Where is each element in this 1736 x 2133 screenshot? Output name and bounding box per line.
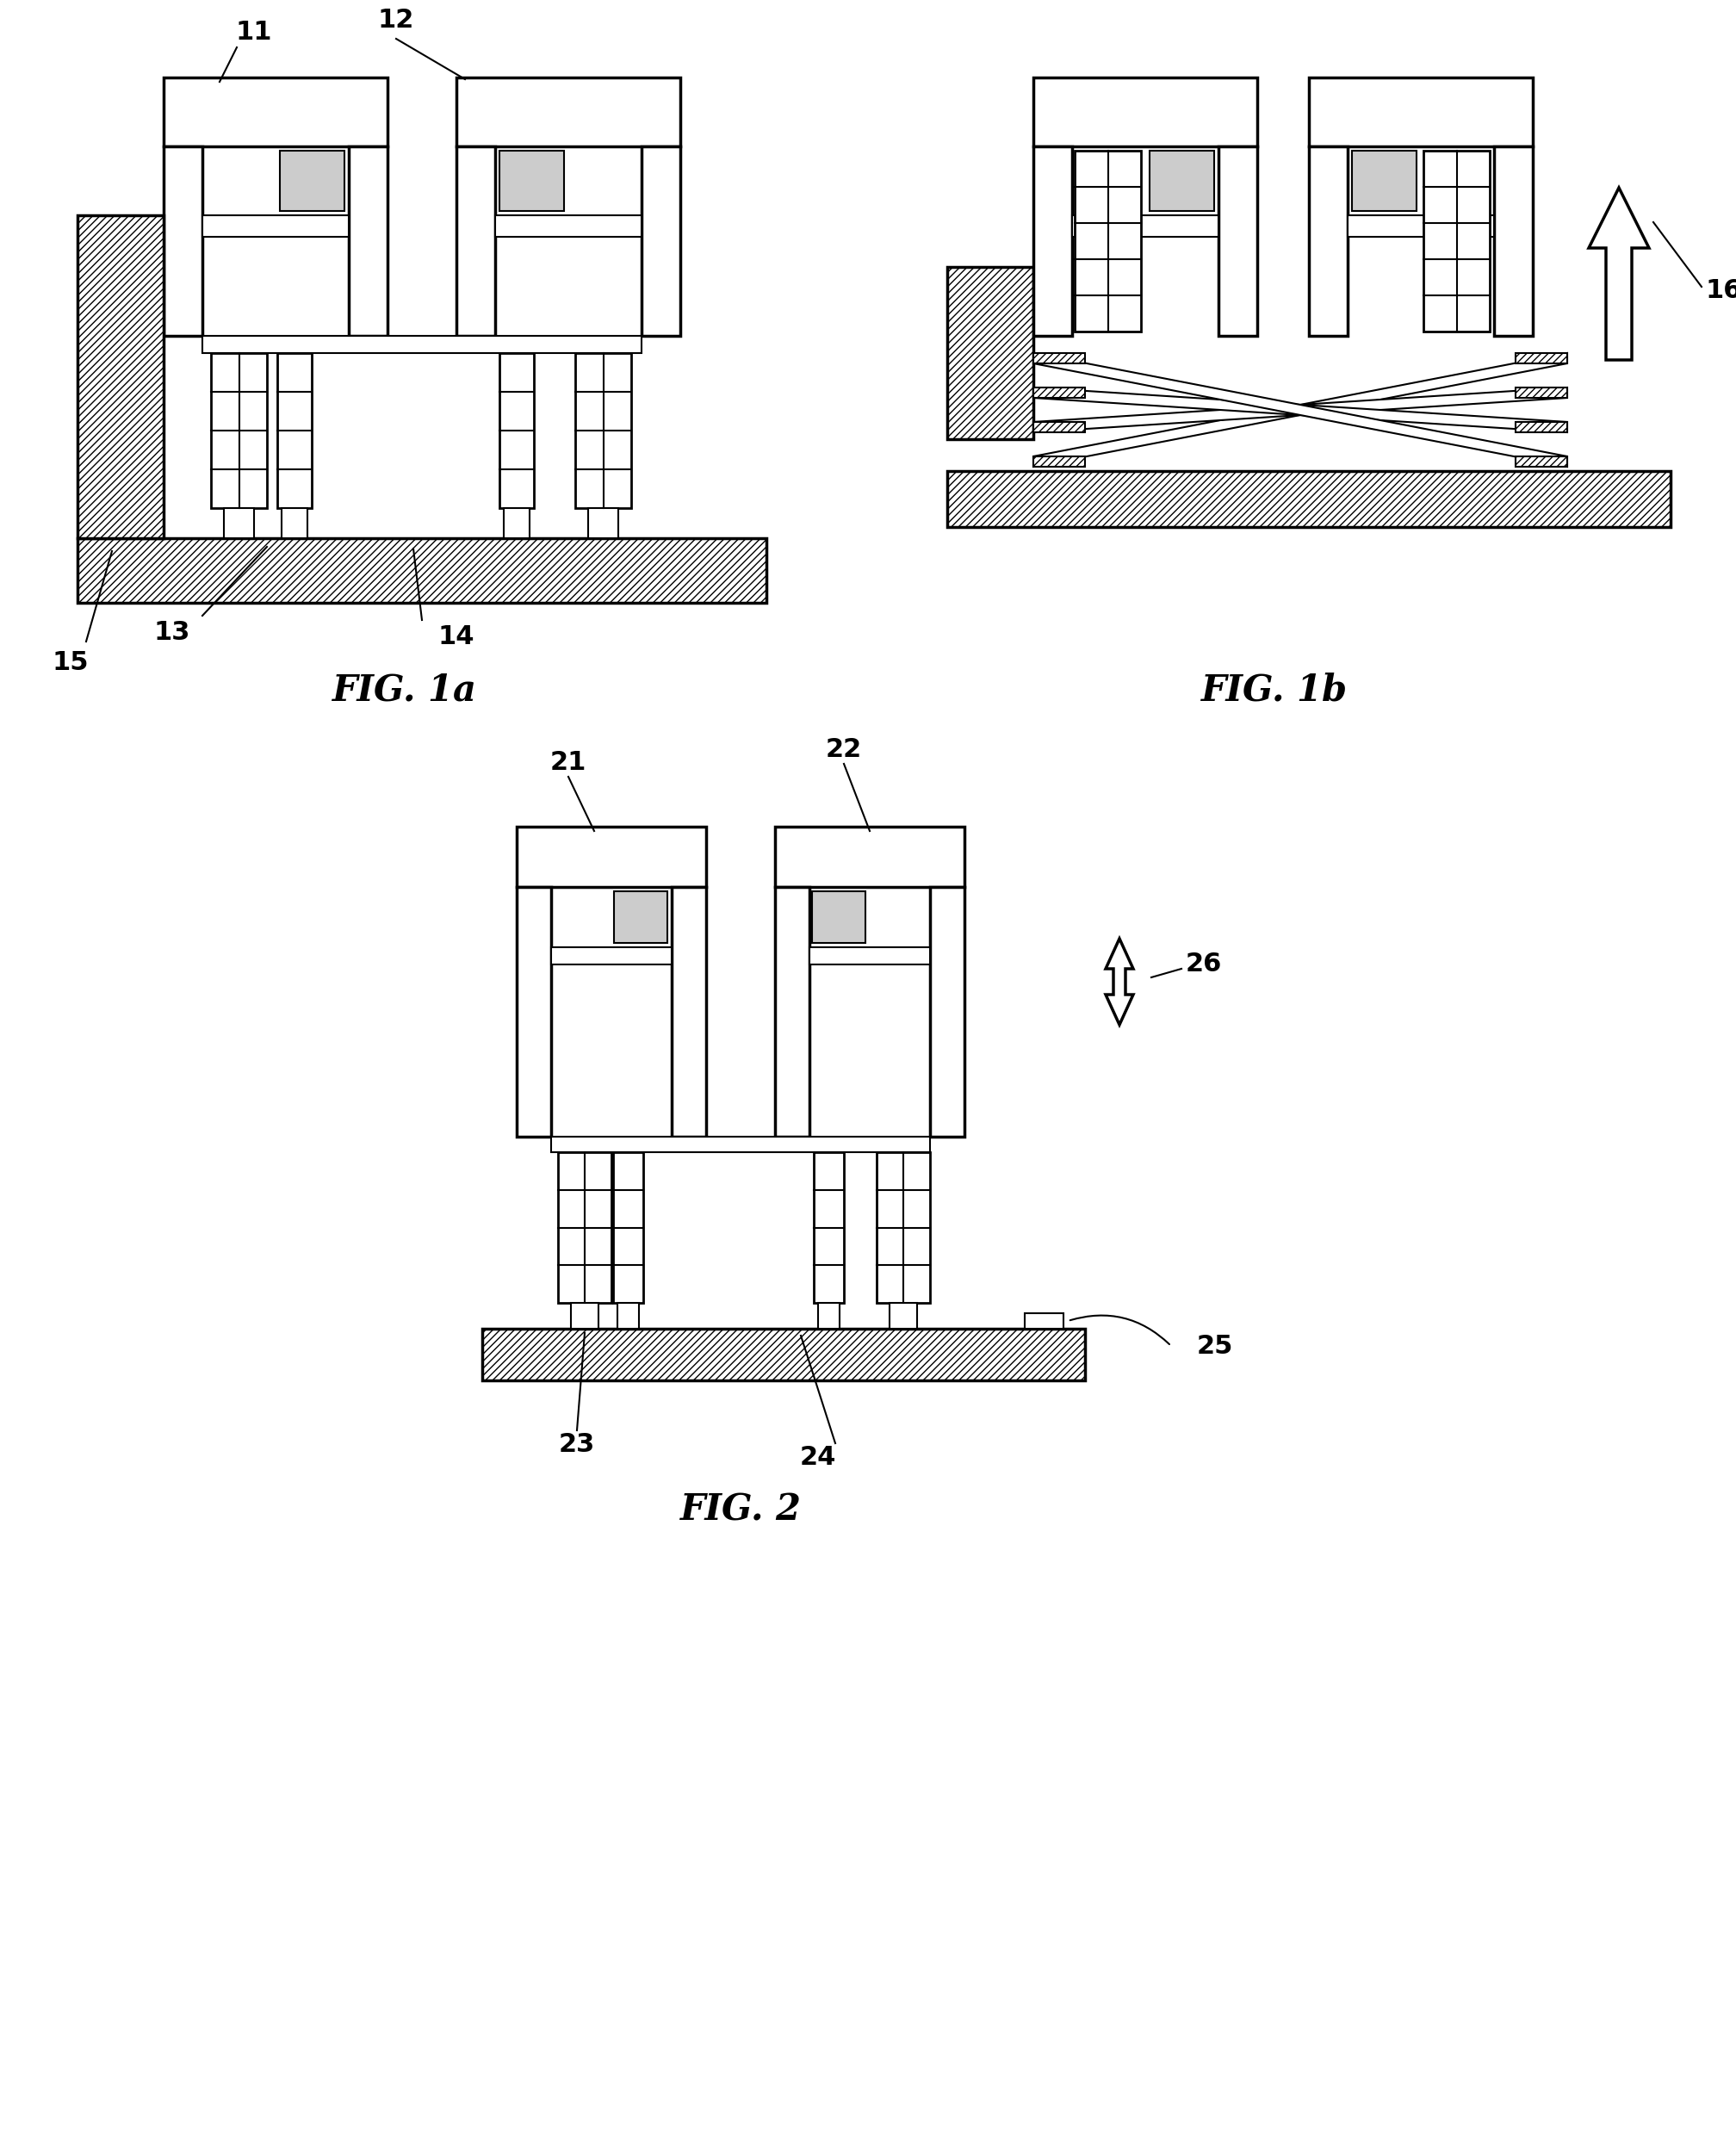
Bar (1219, 147, 1257, 335)
Bar (1516, 388, 1568, 399)
Bar (1073, 215, 1219, 237)
Bar (877, 1152, 930, 1303)
Bar (1352, 151, 1417, 211)
Polygon shape (1033, 388, 1568, 433)
Bar (812, 892, 866, 943)
Text: 12: 12 (378, 9, 415, 32)
Bar (948, 267, 1033, 439)
Text: 16: 16 (1705, 279, 1736, 303)
Text: 23: 23 (559, 1431, 595, 1457)
Bar (642, 147, 681, 335)
Bar (224, 508, 253, 538)
Bar (613, 1152, 644, 1303)
Bar (78, 538, 766, 604)
Bar (550, 947, 672, 964)
Bar (618, 1303, 639, 1329)
Bar (615, 892, 667, 943)
Bar (281, 508, 307, 538)
Bar (1347, 215, 1495, 237)
Bar (503, 508, 529, 538)
Bar (1033, 388, 1085, 399)
Bar (1075, 151, 1141, 331)
Text: 11: 11 (236, 19, 273, 45)
Bar (930, 887, 965, 1137)
Bar (948, 471, 1670, 527)
Bar (809, 947, 930, 964)
Text: FIG. 2: FIG. 2 (681, 1493, 802, 1529)
Bar (1033, 422, 1085, 433)
Text: 13: 13 (155, 621, 191, 644)
Bar (1309, 77, 1533, 147)
Bar (203, 335, 642, 354)
Bar (818, 1303, 840, 1329)
Bar (1309, 147, 1347, 335)
Polygon shape (1033, 354, 1568, 467)
Bar (557, 1152, 611, 1303)
Bar (550, 1137, 930, 1152)
Bar (1149, 151, 1213, 211)
Bar (495, 215, 642, 237)
Bar (212, 354, 267, 508)
Bar (278, 354, 312, 508)
Text: 14: 14 (437, 625, 474, 648)
Polygon shape (1033, 388, 1568, 433)
Bar (672, 887, 707, 1137)
Bar (457, 147, 495, 335)
Polygon shape (1033, 354, 1568, 467)
Bar (814, 1152, 844, 1303)
Text: 15: 15 (52, 651, 89, 676)
Bar (1424, 151, 1489, 331)
Polygon shape (1588, 188, 1649, 360)
Bar (1033, 147, 1073, 335)
Bar (575, 354, 632, 508)
Bar (349, 147, 387, 335)
Bar (500, 354, 535, 508)
Bar (78, 215, 163, 538)
Bar (1033, 77, 1257, 147)
Bar (500, 151, 564, 211)
Bar (1516, 422, 1568, 433)
Text: 24: 24 (800, 1444, 837, 1470)
Text: FIG. 1b: FIG. 1b (1201, 672, 1347, 708)
Text: 25: 25 (1196, 1333, 1234, 1359)
Bar (889, 1303, 917, 1329)
Bar (1033, 354, 1085, 363)
Polygon shape (1106, 939, 1134, 1024)
Text: 26: 26 (1186, 951, 1222, 977)
Bar (163, 147, 203, 335)
Text: 21: 21 (550, 751, 587, 774)
Bar (571, 1303, 599, 1329)
Bar (203, 215, 349, 237)
Bar (517, 828, 707, 887)
Bar (774, 887, 809, 1137)
Bar (1516, 354, 1568, 363)
Text: 22: 22 (826, 738, 863, 761)
Text: FIG. 1a: FIG. 1a (332, 672, 477, 708)
Bar (483, 1329, 1085, 1380)
Bar (1516, 456, 1568, 467)
Bar (1033, 456, 1085, 467)
Bar (163, 77, 387, 147)
Bar (1495, 147, 1533, 335)
Bar (1024, 1314, 1064, 1329)
Bar (517, 887, 550, 1137)
Bar (457, 77, 681, 147)
Bar (774, 828, 965, 887)
Bar (589, 508, 618, 538)
Bar (279, 151, 344, 211)
